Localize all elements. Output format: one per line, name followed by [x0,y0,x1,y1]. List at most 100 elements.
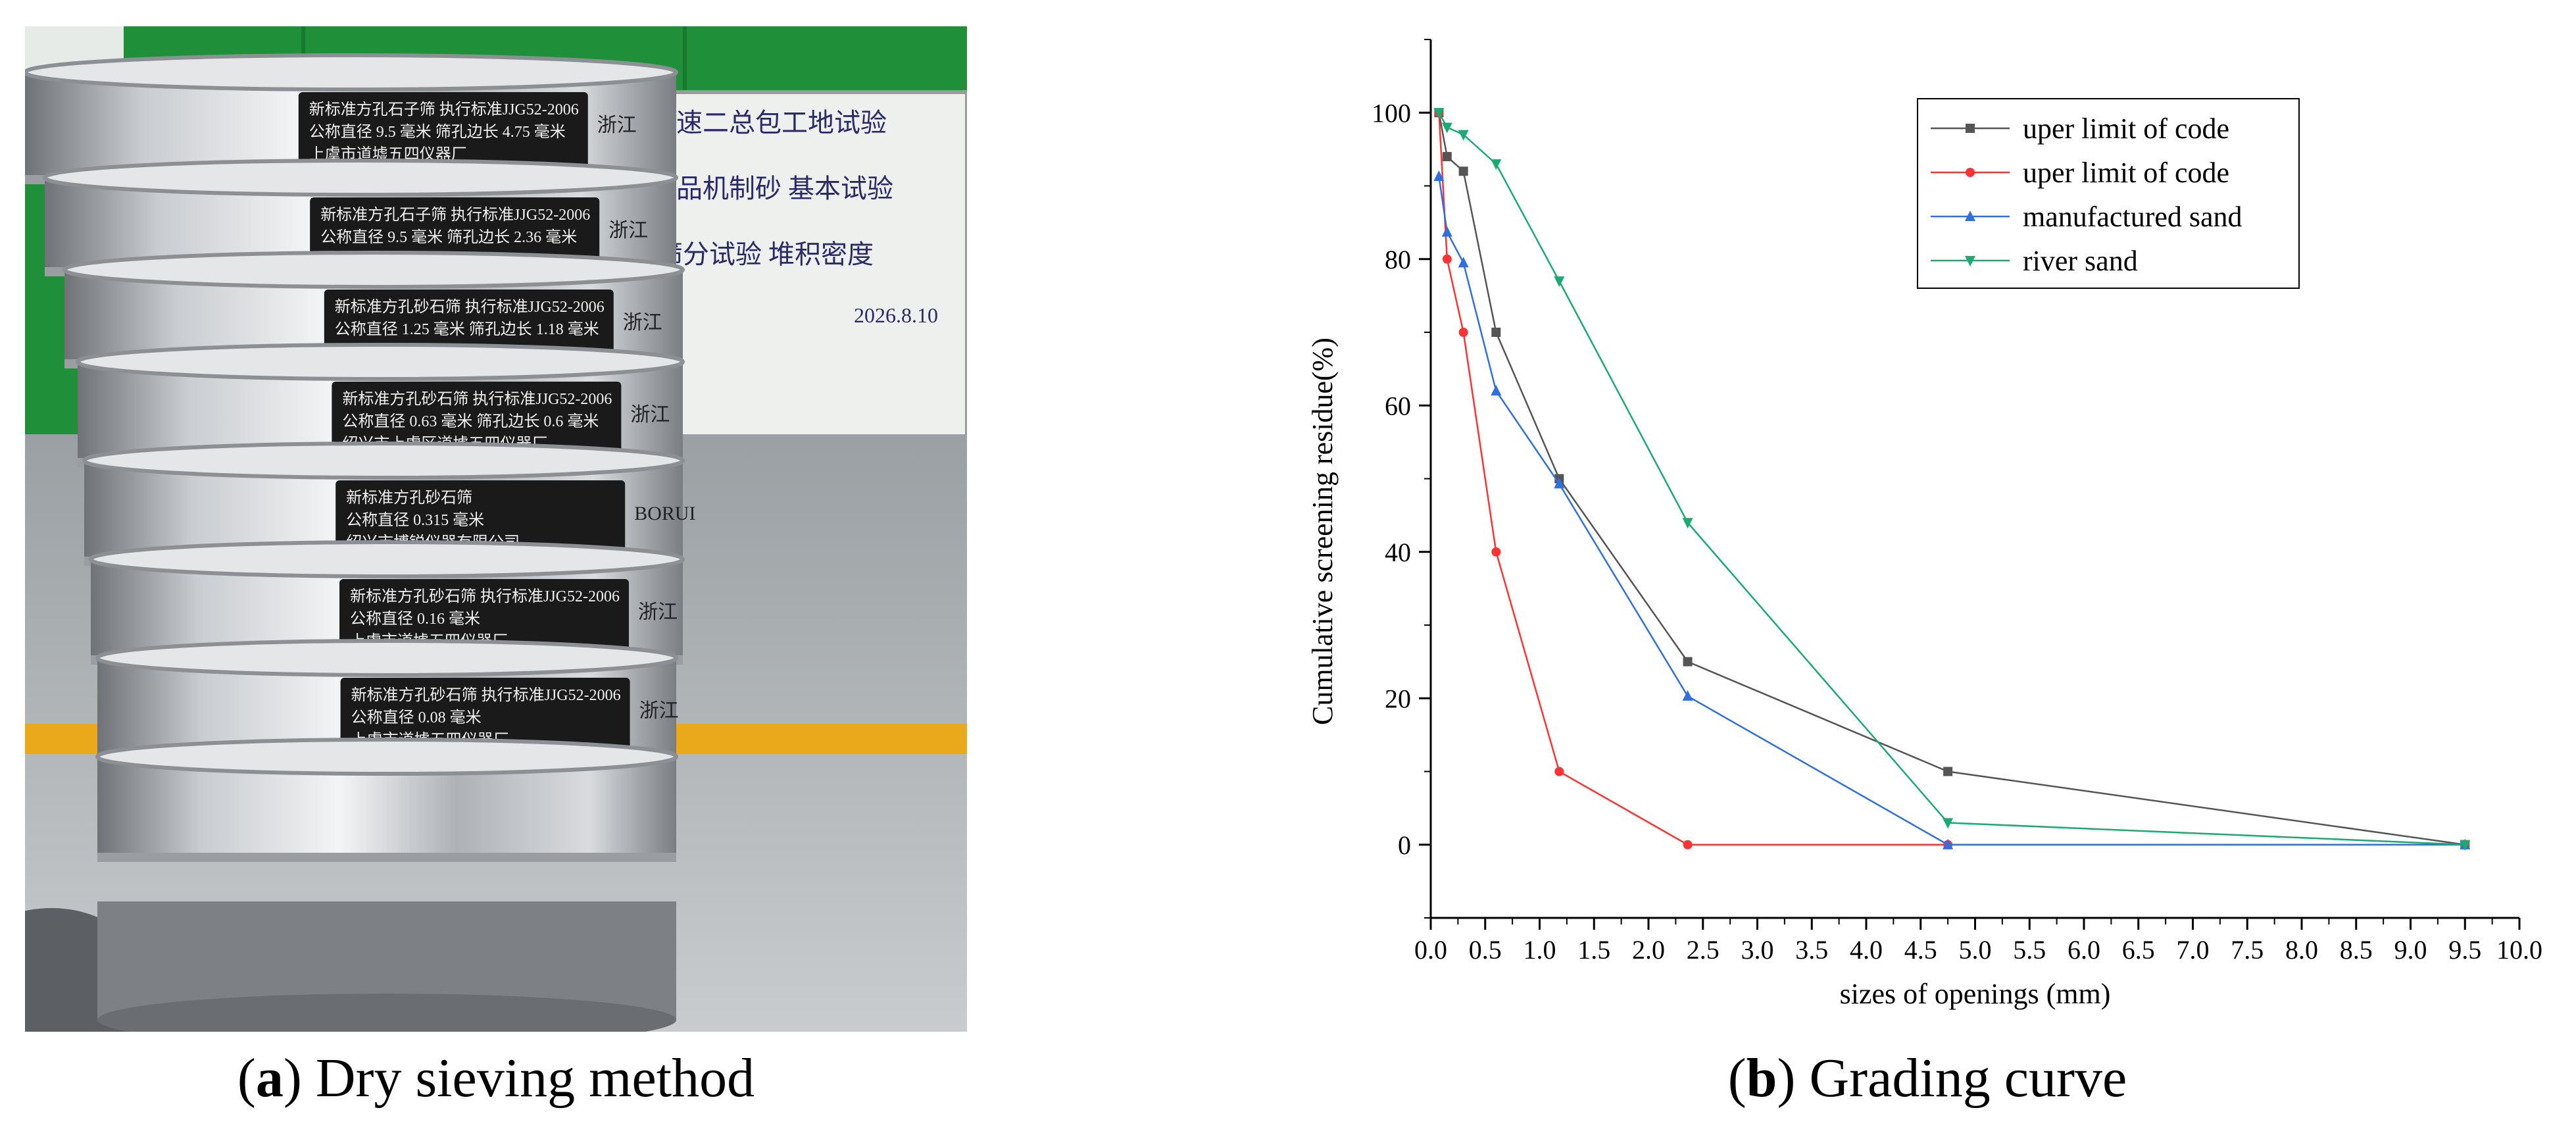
sieve-rings: 新标准方孔石子筛 执行标准JJG52-2006 公称直径 9.5 毫米 筛孔边长 … [23,53,696,862]
x-tick-label: 0.5 [1469,935,1502,965]
chart-legend: uper limit of code uper limit of code manu… [1917,98,2300,289]
x-tick-label: 2.0 [1632,935,1665,965]
data-point [1683,840,1693,849]
legend-label: uper limit of code [2023,113,2229,145]
plate-line: 新标准方孔砂石筛 执行标准JJG52-2006 [335,298,605,316]
y-tick-label: 80 [1385,245,1411,274]
data-point [1442,152,1452,161]
plate-side-mark: BORUI [634,503,695,524]
x-axis-label: sizes of openings (mm) [1840,978,2111,1010]
sieve-photo-illustration: 師兵高速二总包工地试验 精品机制砂 基本试验 筛分试验 堆积密度 2026.8.… [0,26,969,1066]
x-tick-label: 3.0 [1741,935,1774,965]
x-tick-label: 2.5 [1687,935,1720,965]
grading-chart: 0.0 0.5 1.0 1.5 2.0 2.5 3.0 3.5 4.0 4.5 5.0 5.5 6.0 6… [1250,0,2565,1053]
plate-side-mark: 浙江 [638,601,678,623]
x-tick-label: 6.0 [2068,935,2100,965]
plate-line: 公称直径 0.08 毫米 [351,709,482,726]
plate-line: 公称直径 0.315 毫米 [346,511,484,529]
caption-b-text: Grading curve [1809,1048,2127,1109]
plate-side-mark: 浙江 [623,312,662,334]
data-point [1683,657,1693,667]
plate-line: 新标准方孔砂石筛 [346,489,472,507]
data-point [1433,170,1445,182]
data-point [1943,838,1954,849]
sieve-ring [95,738,678,862]
plate-line: 公称直径 9.5 毫米 筛孔边长 4.75 毫米 [309,123,566,141]
x-tick-label: 4.5 [1904,935,1937,965]
data-point [1458,257,1469,268]
plate-side-mark: 浙江 [630,404,670,426]
chart-ticks: 0.0 0.5 1.0 1.5 2.0 2.5 3.0 3.5 4.0 4.5 5.0 5.5 6.0 6… [1372,39,2542,965]
caption-b-letter: b [1746,1048,1777,1109]
legend-label: uper limit of code [2023,157,2229,189]
x-tick-label: 7.0 [2177,935,2210,965]
sieve-label-plate: 新标准方孔石子筛 执行标准JJG52-2006 公称直径 9.5 毫米 筛孔边长 … [298,92,637,171]
caption-a: (a) Dry sieving method [237,1048,755,1109]
data-point [1554,478,1565,489]
plate-line: 新标准方孔石子筛 执行标准JJG52-2006 [309,101,579,118]
plate-side-mark: 浙江 [608,220,648,241]
sieve-label-plate: 新标准方孔砂石筛 执行标准JJG52-2006 公称直径 1.25 毫米 筛孔边长… [324,290,662,361]
y-axis-label: Cumulative screening residue(%) [1306,338,1339,725]
plate-line: 新标准方孔砂石筛 执行标准JJG52-2006 [350,588,620,605]
plate-line: 公称直径 9.5 毫米 筛孔边长 2.36 毫米 [320,228,577,246]
data-point [1433,108,1445,119]
plate-line: 新标准方孔砂石筛 执行标准JJG52-2006 [351,686,621,704]
chart-series-layer [1433,108,2471,851]
x-tick-label: 6.5 [2122,935,2155,965]
whiteboard-line: 2026.8.10 [854,303,938,327]
y-tick-label: 100 [1372,98,1411,128]
x-tick-label: 3.5 [1795,935,1828,965]
data-point [1682,690,1693,701]
plate-line: 公称直径 0.16 毫米 [350,610,480,628]
sieve-photo: 師兵高速二总包工地试验 精品机制砂 基本试验 筛分试验 堆积密度 2026.8.… [0,26,969,1066]
x-tick-label: 5.0 [1959,935,1992,965]
sieve-stack [97,901,676,1046]
data-point [1491,547,1501,557]
data-point [1441,226,1452,237]
plate-line: 公称直径 1.25 毫米 筛孔边长 1.18 毫米 [335,320,599,338]
y-tick-label: 40 [1385,538,1411,567]
data-point [1966,124,1975,133]
legend-label: river sand [2023,245,2138,277]
x-tick-label: 1.5 [1577,935,1610,965]
whiteboard-line: 精品机制砂 基本试验 [650,174,893,203]
legend-item: uper limit of code [1931,113,2229,145]
data-point [1965,256,1975,266]
data-point [1943,767,1953,776]
legend-item: uper limit of code [1931,157,2229,189]
plate-line: 公称直径 0.63 毫米 筛孔边长 0.6 毫米 [342,413,599,430]
x-tick-label: 0.0 [1414,935,1447,965]
y-tick-label: 0 [1398,830,1411,860]
caption-a-text: Dry sieving method [315,1048,755,1109]
series-line [1438,113,2465,846]
series-line [1438,112,2465,846]
y-tick-label: 20 [1385,684,1411,713]
legend-box [1917,98,2300,289]
data-point [1682,518,1693,529]
x-tick-label: 5.5 [2013,935,2046,965]
data-point [2460,840,2471,851]
data-point [1554,276,1565,288]
plate-line: 新标准方孔砂石筛 执行标准JJG52-2006 [342,390,612,408]
plate-line: 新标准方孔石子筛 执行标准JJG52-2006 [320,206,590,224]
series-line [1438,176,2465,846]
data-point [1442,254,1452,264]
data-point [1554,767,1564,776]
x-tick-label: 10.0 [2496,935,2542,965]
plate-side-mark: 浙江 [639,700,679,722]
plate-side-mark: 浙江 [597,114,637,136]
caption-b: (b) Grading curve [1727,1048,2127,1109]
x-tick-label: 9.0 [2394,935,2427,965]
data-point [1441,122,1452,134]
x-tick-label: 4.0 [1850,935,1883,965]
data-point [1965,211,1975,221]
x-tick-label: 8.0 [2285,935,2318,965]
data-point [1458,166,1468,176]
sieve-label-plate: 新标准方孔石子筛 执行标准JJG52-2006 公称直径 9.5 毫米 筛孔边长 … [310,197,648,268]
y-tick-label: 60 [1385,391,1411,420]
x-tick-label: 8.5 [2340,935,2373,965]
data-point [1491,159,1502,170]
